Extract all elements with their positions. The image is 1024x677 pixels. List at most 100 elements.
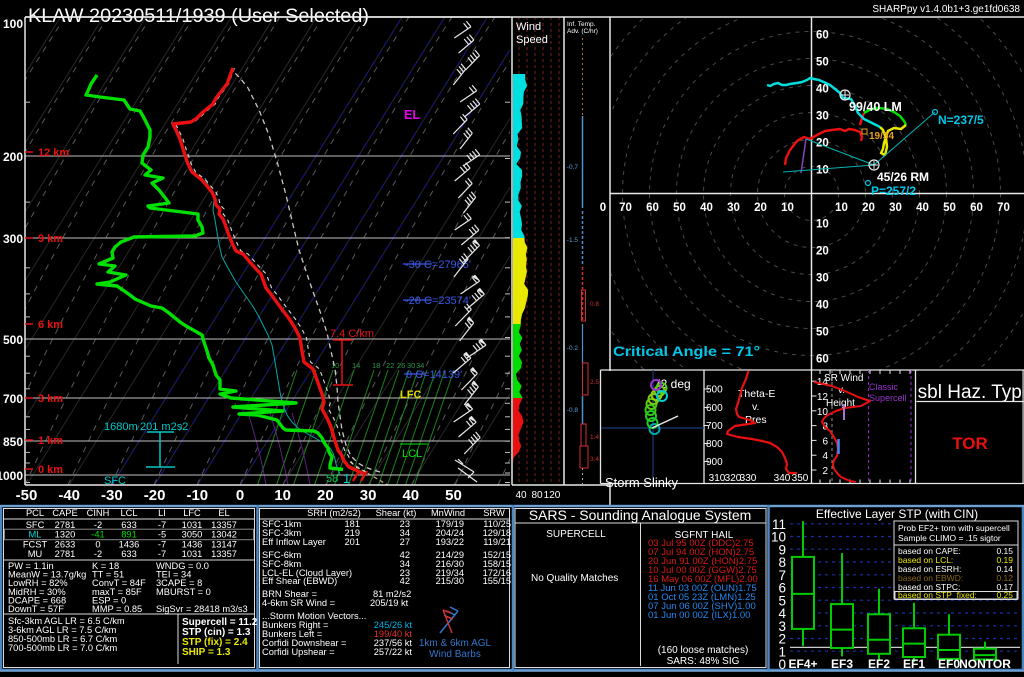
svg-text:v.: v. xyxy=(752,401,759,413)
svg-text:P=257/2: P=257/2 xyxy=(871,184,916,198)
svg-text:330: 330 xyxy=(740,473,757,484)
svg-text:27: 27 xyxy=(400,537,410,547)
svg-text:-20 C=23574': -20 C=23574' xyxy=(405,295,471,307)
svg-text:10: 10 xyxy=(816,165,829,177)
svg-text:70: 70 xyxy=(619,202,632,214)
svg-text:Psbl Haz. Type: Psbl Haz. Type xyxy=(905,382,1024,403)
svg-text:TOR: TOR xyxy=(952,434,988,453)
svg-text:45/26 RM: 45/26 RM xyxy=(877,170,929,184)
svg-text:-0.7: -0.7 xyxy=(567,164,579,171)
svg-text:900: 900 xyxy=(706,457,723,468)
svg-text:50: 50 xyxy=(445,487,462,504)
svg-text:EF0: EF0 xyxy=(938,657,960,671)
svg-text:SHARPpy v1.4.0b1+3.ge1fd0638: SHARPpy v1.4.0b1+3.ge1fd0638 xyxy=(872,4,1020,15)
svg-text:-0.2: -0.2 xyxy=(567,345,579,352)
svg-text:6: 6 xyxy=(822,436,828,447)
svg-text:8: 8 xyxy=(778,555,786,570)
svg-text:700-500mb LR = 7.0 C/km: 700-500mb LR = 7.0 C/km xyxy=(8,643,118,653)
svg-text:PCL: PCL xyxy=(26,508,44,518)
svg-text:-0.8: -0.8 xyxy=(567,407,579,414)
svg-text:2.5: 2.5 xyxy=(590,379,599,386)
svg-text:4: 4 xyxy=(778,606,786,621)
svg-text:201 m2s2: 201 m2s2 xyxy=(140,421,188,433)
svg-text:4-6km SR Wind =: 4-6km SR Wind = xyxy=(262,598,335,608)
svg-text:3: 3 xyxy=(778,619,786,634)
svg-text:70: 70 xyxy=(997,202,1010,214)
svg-text:155/15: 155/15 xyxy=(483,576,511,586)
svg-text:18: 18 xyxy=(372,361,380,370)
svg-text:700: 700 xyxy=(706,421,723,432)
svg-text:10: 10 xyxy=(274,487,291,504)
svg-text:EF2: EF2 xyxy=(868,657,890,671)
svg-text:Adv. (C/hr): Adv. (C/hr) xyxy=(567,28,598,35)
svg-text:Corfidi Upshear =: Corfidi Upshear = xyxy=(262,647,335,657)
svg-text:Speed: Speed xyxy=(516,34,548,46)
svg-text:40: 40 xyxy=(816,84,829,96)
svg-text:SRW: SRW xyxy=(483,508,505,518)
svg-text:50: 50 xyxy=(673,202,686,214)
svg-text:1436: 1436 xyxy=(119,539,140,549)
svg-text:215/30: 215/30 xyxy=(436,576,464,586)
svg-text:40: 40 xyxy=(402,487,419,504)
svg-text:891: 891 xyxy=(121,530,137,540)
svg-text:10: 10 xyxy=(781,202,794,214)
svg-text:LCL: LCL xyxy=(402,448,422,460)
svg-text:6 km: 6 km xyxy=(38,319,63,331)
svg-text:EL: EL xyxy=(218,508,229,518)
svg-text:SARS - Sounding Analogue Syste: SARS - Sounding Analogue System xyxy=(529,507,752,523)
svg-text:1: 1 xyxy=(778,644,786,659)
svg-text:1436: 1436 xyxy=(182,539,203,549)
svg-text:99/40 LM: 99/40 LM xyxy=(849,100,902,114)
svg-text:19/34: 19/34 xyxy=(869,131,894,142)
svg-text:EF4+: EF4+ xyxy=(788,657,817,671)
svg-text:SHIP = 1.3: SHIP = 1.3 xyxy=(182,647,231,658)
svg-text:1031: 1031 xyxy=(182,520,203,530)
svg-text:9 km: 9 km xyxy=(38,233,63,245)
svg-text:Sample CLIMO = .15 sigtor: Sample CLIMO = .15 sigtor xyxy=(898,533,1001,543)
svg-text:1031: 1031 xyxy=(182,549,203,559)
svg-text:No Quality Matches: No Quality Matches xyxy=(531,573,618,584)
svg-text:2: 2 xyxy=(822,466,828,477)
svg-text:LFC: LFC xyxy=(400,389,421,401)
svg-text:EF3: EF3 xyxy=(831,657,853,671)
svg-text:-7: -7 xyxy=(158,539,166,549)
svg-text:1km & 6km AGL: 1km & 6km AGL xyxy=(419,638,492,649)
svg-text:0: 0 xyxy=(95,539,100,549)
svg-text:60: 60 xyxy=(816,30,829,42)
svg-text:600: 600 xyxy=(706,403,723,414)
svg-text:340: 340 xyxy=(774,473,791,484)
svg-text:LFC: LFC xyxy=(183,508,201,518)
svg-text:-7: -7 xyxy=(158,520,166,530)
svg-text:13042: 13042 xyxy=(211,530,237,540)
svg-text:3.4: 3.4 xyxy=(590,456,599,463)
svg-text:-41: -41 xyxy=(91,530,104,540)
svg-text:NONTOR: NONTOR xyxy=(959,657,1011,671)
svg-text:Theta-E: Theta-E xyxy=(738,388,775,400)
svg-text:2633: 2633 xyxy=(55,539,76,549)
svg-text:800: 800 xyxy=(706,439,723,450)
svg-text:6: 6 xyxy=(778,581,786,596)
svg-text:700: 700 xyxy=(3,392,23,406)
svg-text:01 Jun 00 00Z (ILX)1.00: 01 Jun 00 00Z (ILX)1.00 xyxy=(648,610,750,621)
svg-text:120: 120 xyxy=(544,490,561,501)
svg-text:-7: -7 xyxy=(158,549,166,559)
svg-text:MMP = 0.85: MMP = 0.85 xyxy=(92,604,142,614)
svg-text:633: 633 xyxy=(121,520,137,530)
svg-text:-10: -10 xyxy=(186,487,208,504)
svg-text:1680m: 1680m xyxy=(104,421,138,433)
svg-text:Wind Barbs: Wind Barbs xyxy=(429,649,481,660)
svg-text:SFC: SFC xyxy=(26,520,45,530)
svg-text:5: 5 xyxy=(778,593,786,608)
svg-text:257/22 kt: 257/22 kt xyxy=(374,647,413,657)
svg-text:22: 22 xyxy=(386,361,394,370)
svg-text:30: 30 xyxy=(360,487,377,504)
svg-text:58: 58 xyxy=(326,473,338,485)
svg-text:MnWind: MnWind xyxy=(431,508,465,518)
svg-text:50: 50 xyxy=(943,202,956,214)
svg-text:40: 40 xyxy=(916,202,929,214)
svg-text:2781: 2781 xyxy=(55,520,76,530)
svg-text:(160 loose matches): (160 loose matches) xyxy=(658,645,749,656)
svg-text:-2: -2 xyxy=(94,549,102,559)
svg-text:500: 500 xyxy=(706,385,723,396)
svg-text:14: 14 xyxy=(352,361,360,370)
